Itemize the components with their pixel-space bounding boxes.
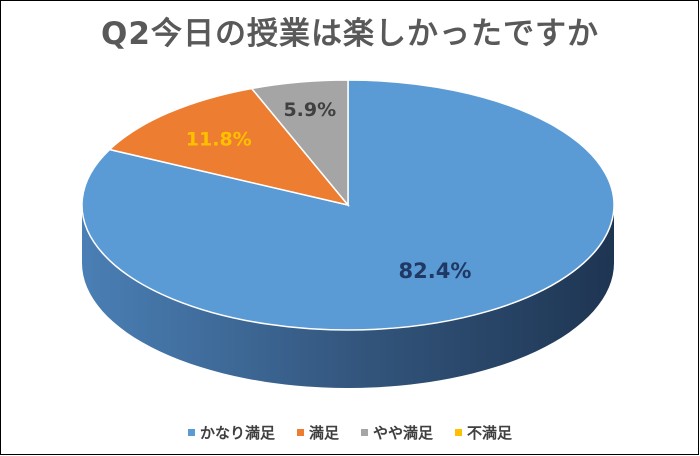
legend-label: 満足 <box>308 424 339 442</box>
legend-swatch <box>296 429 304 436</box>
pie-slice <box>108 87 350 207</box>
legend-swatch <box>187 429 195 436</box>
chart-title: Q2今日の授業は楽しかったですか <box>101 16 599 52</box>
data-label: 82.4% <box>399 259 472 283</box>
pie-slice <box>250 79 349 208</box>
data-label: 11.8% <box>186 129 252 151</box>
legend-item: 満足 <box>296 422 339 443</box>
legend-label: 不満足 <box>467 424 513 442</box>
legend-label: やや満足 <box>373 424 434 442</box>
chart-legend: かなり満足 満足 やや満足 不満足 <box>0 422 700 443</box>
legend-swatch <box>455 429 463 436</box>
legend-item: 不満足 <box>455 422 512 443</box>
pie-side-wall <box>82 205 614 388</box>
legend-label: かなり満足 <box>199 424 275 442</box>
legend-swatch <box>361 429 368 436</box>
legend-item: かなり満足 <box>187 422 275 443</box>
data-label: 5.9% <box>283 99 336 121</box>
legend-item: やや満足 <box>361 422 433 443</box>
